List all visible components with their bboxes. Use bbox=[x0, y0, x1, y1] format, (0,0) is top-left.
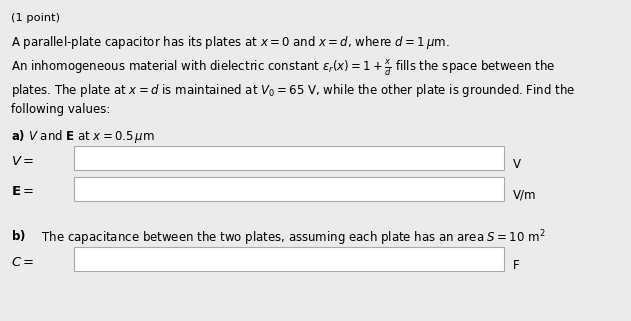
FancyBboxPatch shape bbox=[74, 146, 504, 170]
Text: $V =$: $V =$ bbox=[11, 155, 35, 168]
Text: (1 point): (1 point) bbox=[11, 13, 61, 23]
Text: F: F bbox=[513, 259, 519, 272]
Text: V/m: V/m bbox=[513, 188, 536, 201]
Text: $\mathbf{a)}$ $V$ and $\mathbf{E}$ at $x = 0.5\,\mu$m: $\mathbf{a)}$ $V$ and $\mathbf{E}$ at $x… bbox=[11, 128, 155, 145]
Text: An inhomogeneous material with dielectric constant $\epsilon_r(x) = 1 + \frac{x}: An inhomogeneous material with dielectri… bbox=[11, 58, 556, 78]
Text: following values:: following values: bbox=[11, 103, 110, 116]
FancyBboxPatch shape bbox=[74, 177, 504, 201]
Text: $\mathbf{b)}$: $\mathbf{b)}$ bbox=[11, 228, 26, 243]
Text: V: V bbox=[513, 158, 521, 171]
FancyBboxPatch shape bbox=[74, 247, 504, 271]
Text: $C =$: $C =$ bbox=[11, 256, 35, 269]
Text: The capacitance between the two plates, assuming each plate has an area $S = 10$: The capacitance between the two plates, … bbox=[38, 228, 545, 247]
Text: plates. The plate at $x = d$ is maintained at $V_0 = 65$ V, while the other plat: plates. The plate at $x = d$ is maintain… bbox=[11, 82, 575, 99]
Text: A parallel-plate capacitor has its plates at $x = 0$ and $x = d$, where $d = 1\,: A parallel-plate capacitor has its plate… bbox=[11, 34, 450, 51]
Text: $\mathbf{E} =$: $\mathbf{E} =$ bbox=[11, 185, 35, 198]
